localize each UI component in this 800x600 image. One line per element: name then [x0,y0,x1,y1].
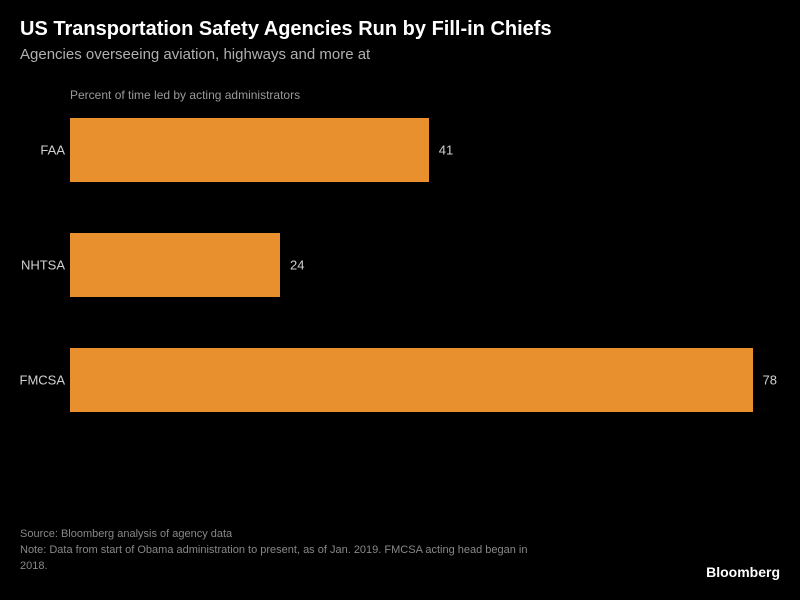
bar [70,118,429,182]
chart-container: US Transportation Safety Agencies Run by… [0,0,800,600]
bar [70,233,280,297]
chart-subtitle: Agencies overseeing aviation, highways a… [20,46,370,63]
bar-label: NHTSA [15,258,65,273]
chart-title: US Transportation Safety Agencies Run by… [20,18,552,41]
bar-value: 24 [290,258,304,273]
bar-row: NHTSA24 [70,225,770,305]
bar-value: 78 [763,373,777,388]
bar [70,348,753,412]
footnote-source: Source: Bloomberg analysis of agency dat… [20,528,232,540]
footnote-note-1: Note: Data from start of Obama administr… [20,544,528,556]
axis-caption: Percent of time led by acting administra… [70,88,300,102]
bar-value: 41 [439,143,453,158]
bar-row: FAA41 [70,110,770,190]
brand-label: Bloomberg [706,564,780,580]
bar-row: FMCSA78 [70,340,770,420]
bar-label: FMCSA [15,373,65,388]
bar-label: FAA [15,143,65,158]
footnote-note-2: 2018. [20,560,48,572]
plot-area: FAA41 NHTSA24 FMCSA78 [70,110,770,460]
